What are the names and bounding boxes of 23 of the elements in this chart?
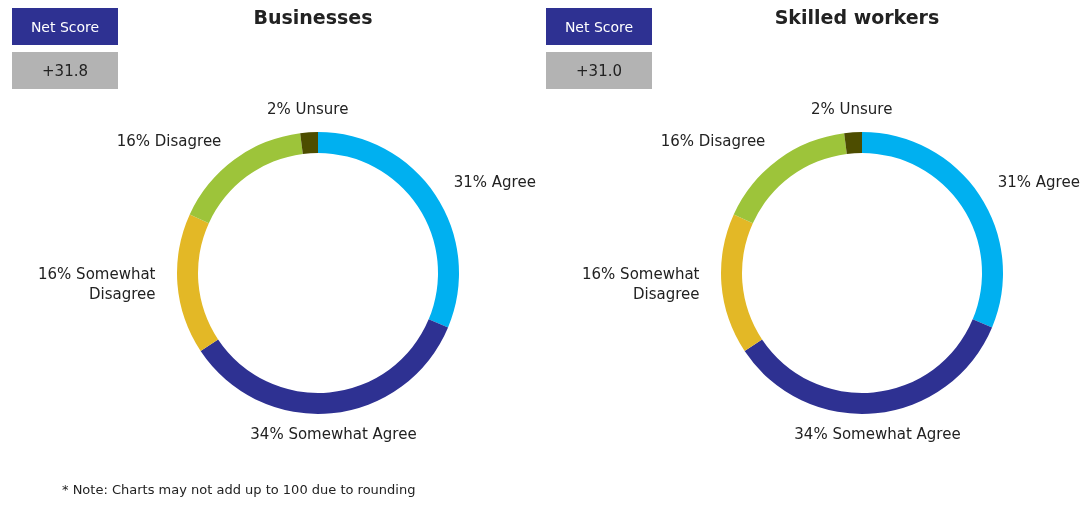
donut-slice [844, 132, 862, 154]
slice-label: 16% Somewhat Disagree [37, 263, 156, 304]
donut-slice [300, 132, 318, 154]
donut-slice [721, 214, 763, 352]
donut-slice [200, 319, 449, 414]
text: 16% Disagree [116, 131, 222, 150]
text: +31.8 [12, 52, 118, 89]
slice-label: 2% Unsure [809, 99, 894, 120]
slice-label: 31% Agree [453, 171, 537, 192]
text: Net Score [546, 8, 652, 45]
text: +31.0 [546, 52, 652, 89]
slice-label: 34% Somewhat Agree [793, 424, 962, 445]
donut-slice [744, 319, 993, 414]
text: 16% Disagree [660, 131, 766, 150]
slice-label: 16% Somewhat Disagree [581, 263, 700, 304]
slice-label: 2% Unsure [265, 99, 350, 120]
text: * Note: Charts may not add up to 100 due to rounding [62, 482, 416, 497]
text: Net Score [12, 8, 118, 45]
chart-title: Skilled workers [773, 6, 941, 28]
slice-label: 34% Somewhat Agree [249, 424, 418, 445]
slice-label: 31% Agree [997, 171, 1081, 192]
donut-slice [177, 214, 219, 352]
chart-title: Businesses [252, 6, 374, 28]
